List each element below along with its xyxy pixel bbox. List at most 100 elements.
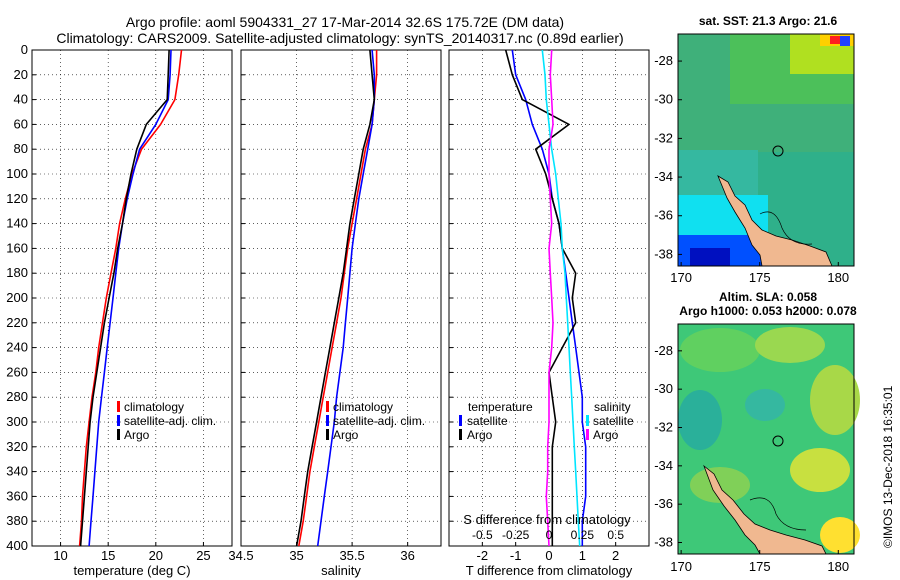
sla-map-frame [677, 323, 855, 555]
sst-map-blue-spot [840, 36, 850, 46]
legend-label-argo: Argo [333, 428, 359, 442]
x-tick-label: 35.5 [339, 548, 364, 563]
legend-swatch-magenta [586, 429, 589, 440]
y-tick-label: 20 [14, 67, 28, 82]
series-line-temperature-satellite [511, 50, 587, 546]
y-tick-label: 360 [6, 488, 28, 503]
salinity-legend: climatology satellite-adj. clim. Argo [326, 400, 425, 442]
temperature-lines [78, 50, 183, 546]
y-tick-label: 260 [6, 364, 28, 379]
depth-tick-labels: 0 20 40 60 80 100 120 140 160 180 200 220 240 260 280 3… [6, 42, 28, 553]
difference-x-tick-labels: -2 -1 0 1 2 [477, 548, 620, 563]
map-lat-tick-label: -32 [654, 130, 673, 145]
temperature-grid [32, 49, 232, 547]
series-line-salinity-argo [545, 50, 554, 546]
temperature-legend: climatology satellite-adj. clim. Argo [117, 400, 216, 442]
series-line-temperature-argo [504, 50, 577, 546]
map-lat-tick-label: -28 [654, 53, 673, 68]
y-tick-label: 80 [14, 141, 28, 156]
y-tick-label: 60 [14, 116, 28, 131]
y-tick-label: 220 [6, 315, 28, 330]
sla-map-blob [680, 328, 760, 372]
sla-map-blob [810, 365, 860, 435]
legend-label-t-argo: Argo [467, 428, 493, 442]
y-tick-label: 120 [6, 191, 28, 206]
legend-swatch-cyan [586, 415, 589, 426]
sst-map-contour [759, 211, 813, 245]
x-tick-label: -1 [510, 548, 522, 563]
s-difference-axis-label: S difference from climatology [463, 512, 631, 527]
map-lat-tick-label: -30 [654, 92, 673, 107]
map-lon-tick-label: 180 [827, 270, 849, 285]
chart-title: Argo profile: aoml 5904331_27 17-Mar-201… [126, 14, 564, 30]
x-tick-label: 25 [196, 548, 210, 563]
map-lat-tick-label: -30 [654, 381, 673, 396]
legend-swatch-red [117, 401, 120, 412]
difference-lines [504, 50, 587, 546]
salinity-x-tick-labels: 34.5 35 35.5 36 [228, 548, 415, 563]
sla-map [677, 323, 860, 555]
x-tick-label: 1 [579, 548, 586, 563]
sla-map-land [703, 464, 827, 555]
y-tick-label: 320 [6, 439, 28, 454]
top-x-tick-label: 0.25 [571, 528, 595, 542]
top-x-tick-label: -0.5 [472, 528, 493, 542]
series-line-argo [79, 50, 170, 546]
map-lat-tick-label: -36 [654, 208, 673, 223]
chart-subtitle: Climatology: CARS2009. Satellite-adjuste… [56, 30, 623, 46]
sla-map-blob [790, 448, 850, 492]
sst-map-argo-marker [772, 145, 784, 157]
sst-map-ticks: 170 175 180 -28 -30 -32 -34 -36 -38 [654, 53, 849, 285]
y-tick-label: 100 [6, 166, 28, 181]
legend-label-satellite: satellite-adj. clim. [124, 414, 216, 428]
y-tick-label: 180 [6, 265, 28, 280]
map-lat-tick-label: -34 [654, 458, 673, 473]
x-tick-label: 10 [53, 548, 67, 563]
legend-label-s-satellite: satellite [593, 414, 634, 428]
sla-map-blob [678, 390, 722, 450]
y-tick-label: 160 [6, 240, 28, 255]
legend-label-t-satellite: satellite [467, 414, 508, 428]
top-x-tick-label: 0.5 [607, 528, 624, 542]
map-lon-tick-label: 175 [749, 270, 771, 285]
temperature-x-tick-labels: 10 15 20 25 [53, 548, 210, 563]
legend-swatch-blue [117, 415, 120, 426]
y-tick-label: 240 [6, 340, 28, 355]
x-tick-label: 34.5 [228, 548, 253, 563]
top-x-tick-label: -0.25 [502, 528, 530, 542]
map-lat-tick-label: -32 [654, 420, 673, 435]
y-tick-label: 200 [6, 290, 28, 305]
temperature-axis-label: temperature (deg C) [73, 563, 190, 578]
sla-map-contour [749, 497, 807, 531]
series-line-salinity-satellite [541, 50, 581, 546]
sst-map-red-spot [830, 36, 840, 44]
sst-map-dark-blue [690, 248, 730, 266]
top-x-tick-label: 0 [546, 528, 553, 542]
x-tick-label: 35 [289, 548, 303, 563]
y-tick-label: 300 [6, 414, 28, 429]
sla-map-blob [690, 467, 750, 503]
y-tick-label: 280 [6, 389, 28, 404]
legend-swatch-blue [326, 415, 329, 426]
sla-map-title: Altim. SLA: 0.058 [719, 290, 817, 304]
x-tick-label: 15 [101, 548, 115, 563]
y-tick-label: 40 [14, 92, 28, 107]
legend-title-temperature: temperature [468, 400, 533, 414]
difference-legend: temperature satellite Argo salinity sate… [459, 400, 634, 442]
series-line-argo [295, 50, 376, 546]
sla-map-argo-marker [772, 435, 784, 447]
x-tick-label: 0 [545, 548, 552, 563]
x-tick-label: 2 [612, 548, 619, 563]
sst-map [677, 33, 855, 267]
legend-swatch-black [459, 429, 462, 440]
credit-text: ©IMOS 13-Dec-2018 16:35:01 [881, 385, 895, 548]
map-lat-tick-label: -28 [654, 343, 673, 358]
salinity-axis-label: salinity [321, 563, 361, 578]
sst-map-title: sat. SST: 21.3 Argo: 21.6 [699, 14, 838, 28]
salinity-lines [295, 50, 378, 546]
sla-map-blob [755, 327, 825, 363]
series-line-satellite-adj-clim- [88, 50, 172, 546]
t-difference-axis-label: T difference from climatology [466, 563, 633, 578]
